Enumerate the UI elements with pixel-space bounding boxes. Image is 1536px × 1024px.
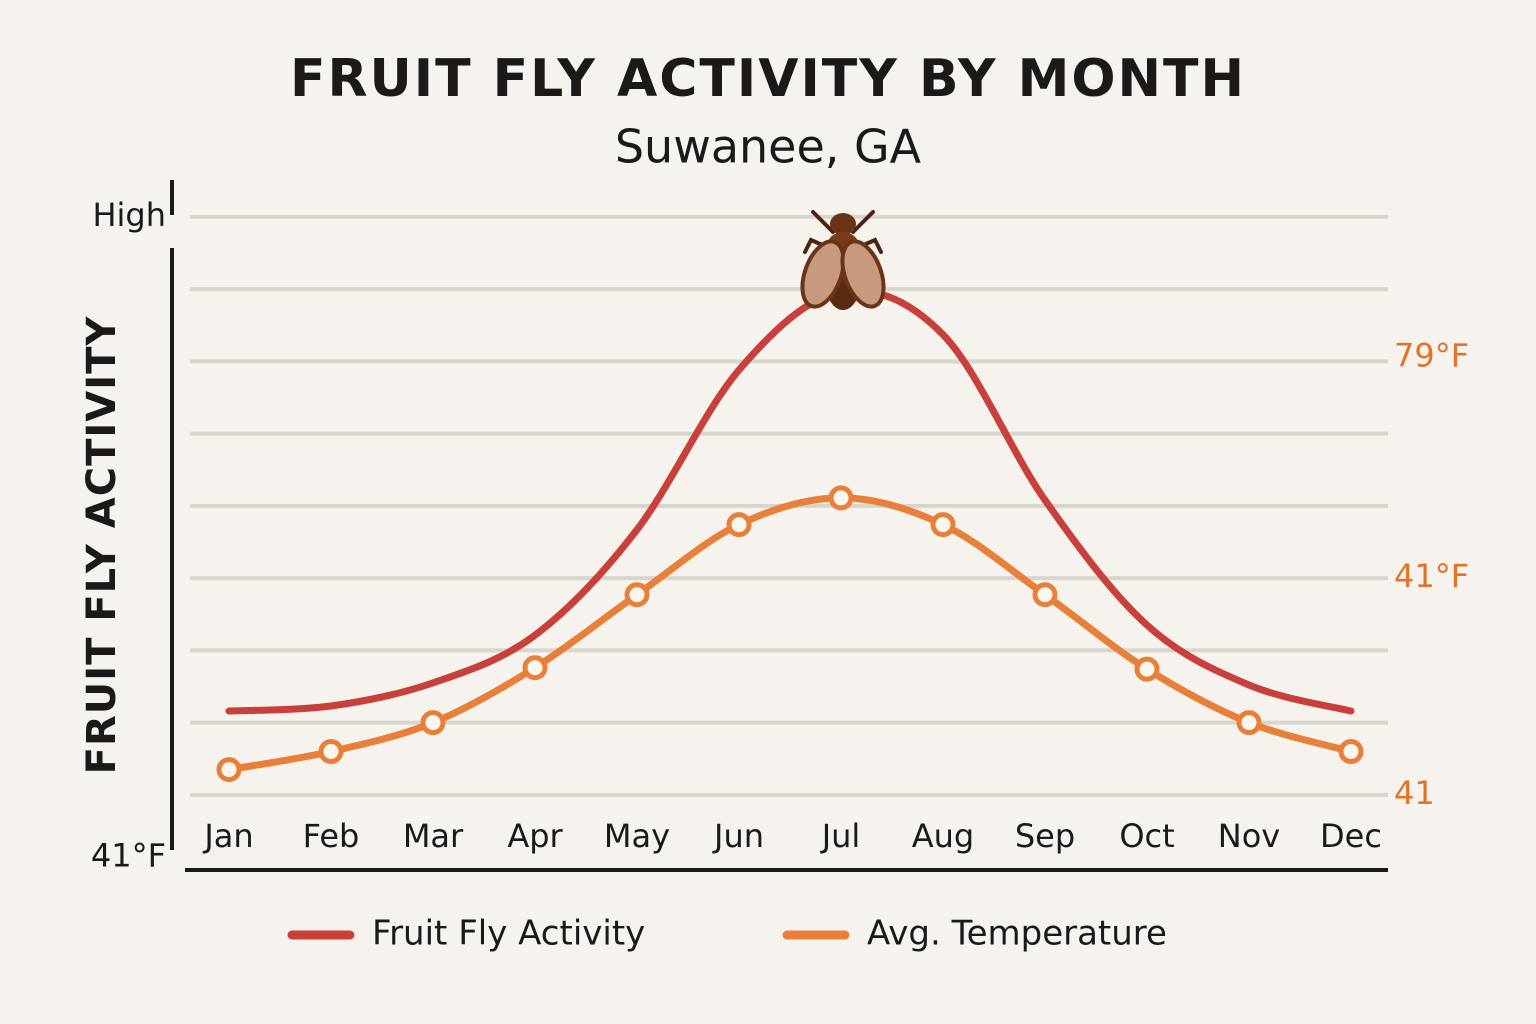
x-tick-label: Jun <box>712 817 764 855</box>
data-point <box>828 485 854 511</box>
series-line <box>225 494 1355 774</box>
data-point <box>1236 710 1262 736</box>
data-point <box>1134 656 1160 682</box>
x-tick-label: May <box>604 817 670 855</box>
y-axis-title: FRUIT FLY ACTIVITY <box>79 316 125 775</box>
plot <box>216 287 1364 783</box>
series-line <box>225 287 1355 715</box>
data-point <box>216 757 242 783</box>
y2-tick-label: 41 <box>1394 774 1435 812</box>
chart-subtitle: Suwanee, GA <box>615 120 922 174</box>
y2-tick-label: 79°F <box>1394 337 1469 375</box>
data-point <box>930 512 956 538</box>
legend: Fruit Fly Activity Avg. Temperature <box>287 914 1167 954</box>
chart-title: FRUIT FLY ACTIVITY BY MONTH <box>290 49 1246 109</box>
data-point <box>420 710 446 736</box>
y2-tick-label: 41°F <box>1394 557 1469 595</box>
legend-label: Fruit Fly Activity <box>372 914 645 954</box>
y-tick-label: 41°F <box>91 837 166 875</box>
data-point <box>318 739 344 765</box>
x-tick-label: Jan <box>202 817 253 855</box>
x-tick-label: Oct <box>1119 817 1174 855</box>
data-point <box>624 582 650 608</box>
data-point <box>726 512 752 538</box>
x-tick-label: Dec <box>1320 817 1382 855</box>
data-point <box>1032 582 1058 608</box>
data-point <box>1338 739 1364 765</box>
legend-label: Avg. Temperature <box>867 914 1167 954</box>
y-tick-label: High <box>92 196 166 234</box>
data-point <box>522 655 548 681</box>
x-tick-label: Apr <box>507 817 563 855</box>
x-tick-label: Sep <box>1015 817 1075 855</box>
x-tick-label: Mar <box>403 817 464 855</box>
x-tick-label: Feb <box>303 817 360 855</box>
fly-icon <box>800 210 886 310</box>
x-tick-label: Nov <box>1218 817 1280 855</box>
x-tick-label: Jul <box>820 817 861 855</box>
x-tick-label: Aug <box>912 817 974 855</box>
